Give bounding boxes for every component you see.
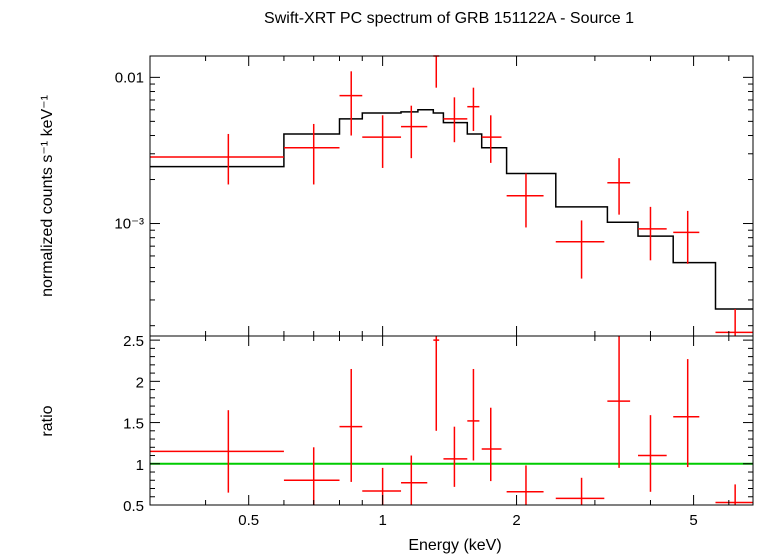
spectrum-point-8 xyxy=(467,87,480,131)
ratio-point-7 xyxy=(443,426,468,487)
spectrum-point-11 xyxy=(555,220,605,279)
ratio-xtick-label: 2 xyxy=(512,512,520,529)
ratio-ytick-label: 1.5 xyxy=(123,416,144,433)
chart-title: Swift-XRT PC spectrum of GRB 151122A - S… xyxy=(264,10,634,27)
spectrum-panel: 0.01 10⁻³ normalized counts s⁻¹ keV⁻¹ xyxy=(39,55,754,337)
ratio-xtick-label: 5 xyxy=(689,512,697,529)
spectrum-ytick-label: 10⁻³ xyxy=(114,216,144,233)
ratio-point-8 xyxy=(467,368,480,461)
ratio-point-13 xyxy=(638,415,667,492)
spectrum-point-12 xyxy=(607,158,631,215)
ratio-point-3 xyxy=(339,368,363,482)
ratio-point-10 xyxy=(506,465,544,505)
ratio-point-1 xyxy=(150,410,284,493)
ratio-point-11 xyxy=(555,477,605,505)
ratio-frame xyxy=(149,335,754,506)
ratio-ytick-label: 2 xyxy=(136,374,144,391)
ratio-ytick-label: 1 xyxy=(136,457,144,474)
spectrum-axes: 0.01 10⁻³ xyxy=(114,56,753,336)
model-layer xyxy=(150,109,753,310)
ratio-xtick-label: 1 xyxy=(378,512,386,529)
ratio-point-2 xyxy=(283,447,340,505)
model-step-line xyxy=(150,109,753,310)
spectrum-point-15 xyxy=(715,309,753,336)
ratio-ytick-label: 2.5 xyxy=(123,333,144,350)
ratio-point-5 xyxy=(401,455,428,505)
spectrum-frame xyxy=(149,55,754,337)
ratio-xtick-label: 0.5 xyxy=(238,512,259,529)
ratio-point-4 xyxy=(362,467,402,505)
ratio-point-12 xyxy=(607,336,631,468)
ratio-y-label: ratio xyxy=(39,405,56,436)
spectrum-point-6 xyxy=(433,55,440,88)
spectrum-point-7 xyxy=(443,97,468,143)
x-axis-label: Energy (keV) xyxy=(408,537,501,554)
spectrum-point-4 xyxy=(362,115,402,168)
ratio-point-15 xyxy=(715,484,753,505)
spectrum-point-14 xyxy=(673,210,700,264)
spectrum-point-1 xyxy=(150,133,284,185)
spectrum-point-5 xyxy=(401,105,428,159)
ratio-point-14 xyxy=(673,359,700,468)
ratio-axes: 0.5 1 2 5 0.5 1 1.5 2 2.5 xyxy=(123,333,753,529)
spectrum-point-13 xyxy=(638,206,667,261)
spectrum-y-label: normalized counts s⁻¹ keV⁻¹ xyxy=(39,95,56,297)
ratio-point-9 xyxy=(481,407,502,482)
data-layer xyxy=(150,55,753,336)
ratio-panel: 0.5 1 2 5 0.5 1 1.5 2 2.5 ratio Energy (keV) xyxy=(39,333,754,554)
ratio-ytick-label: 0.5 xyxy=(123,498,144,515)
spectrum-point-2 xyxy=(283,123,340,185)
spectrum-point-9 xyxy=(481,115,502,163)
ratio-data-layer xyxy=(150,336,753,505)
spectrum-point-3 xyxy=(339,71,363,136)
spectrum-ytick-label: 0.01 xyxy=(115,69,144,86)
spectrum-point-10 xyxy=(506,173,544,228)
ratio-point-6 xyxy=(433,336,440,431)
